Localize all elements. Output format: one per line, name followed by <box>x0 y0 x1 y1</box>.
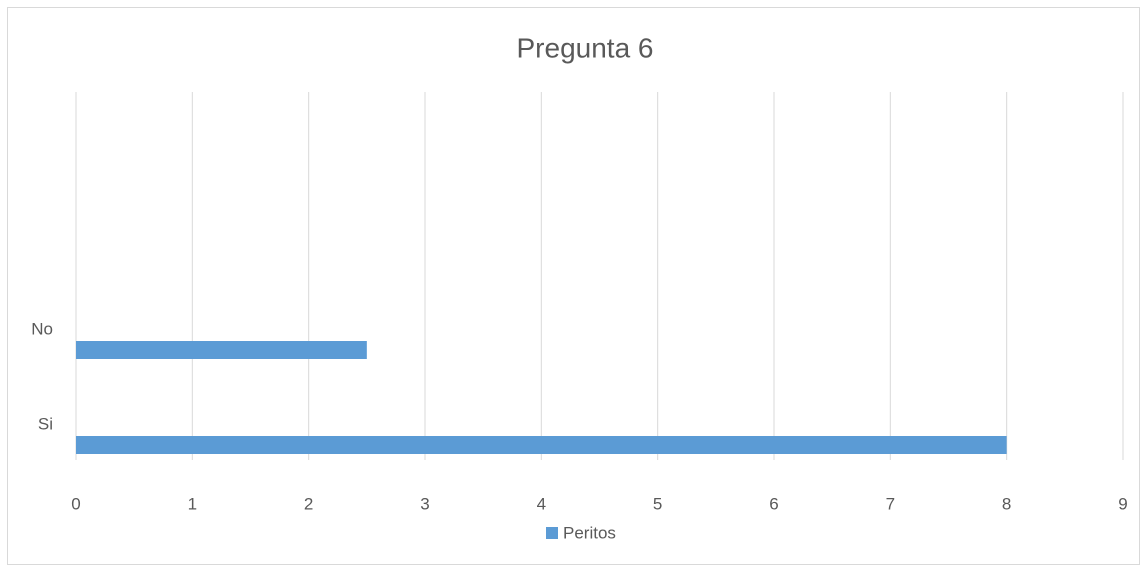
x-tick-label: 4 <box>537 494 546 513</box>
x-tick-label: 1 <box>188 494 197 513</box>
x-tick-label: 3 <box>420 494 429 513</box>
y-tick-label: Si <box>38 414 53 433</box>
bar <box>76 341 367 359</box>
x-tick-label: 8 <box>1002 494 1011 513</box>
x-tick-label: 0 <box>71 494 80 513</box>
chart-title: Pregunta 6 <box>517 32 654 63</box>
x-tick-label: 2 <box>304 494 313 513</box>
legend-label: Peritos <box>563 523 616 542</box>
y-tick-label: No <box>31 319 53 338</box>
x-tick-label: 5 <box>653 494 662 513</box>
x-tick-label: 7 <box>886 494 895 513</box>
bar <box>76 436 1007 454</box>
x-tick-label: 6 <box>769 494 778 513</box>
legend-swatch <box>546 527 558 539</box>
x-tick-label: 9 <box>1118 494 1127 513</box>
chart-border <box>7 7 1140 565</box>
